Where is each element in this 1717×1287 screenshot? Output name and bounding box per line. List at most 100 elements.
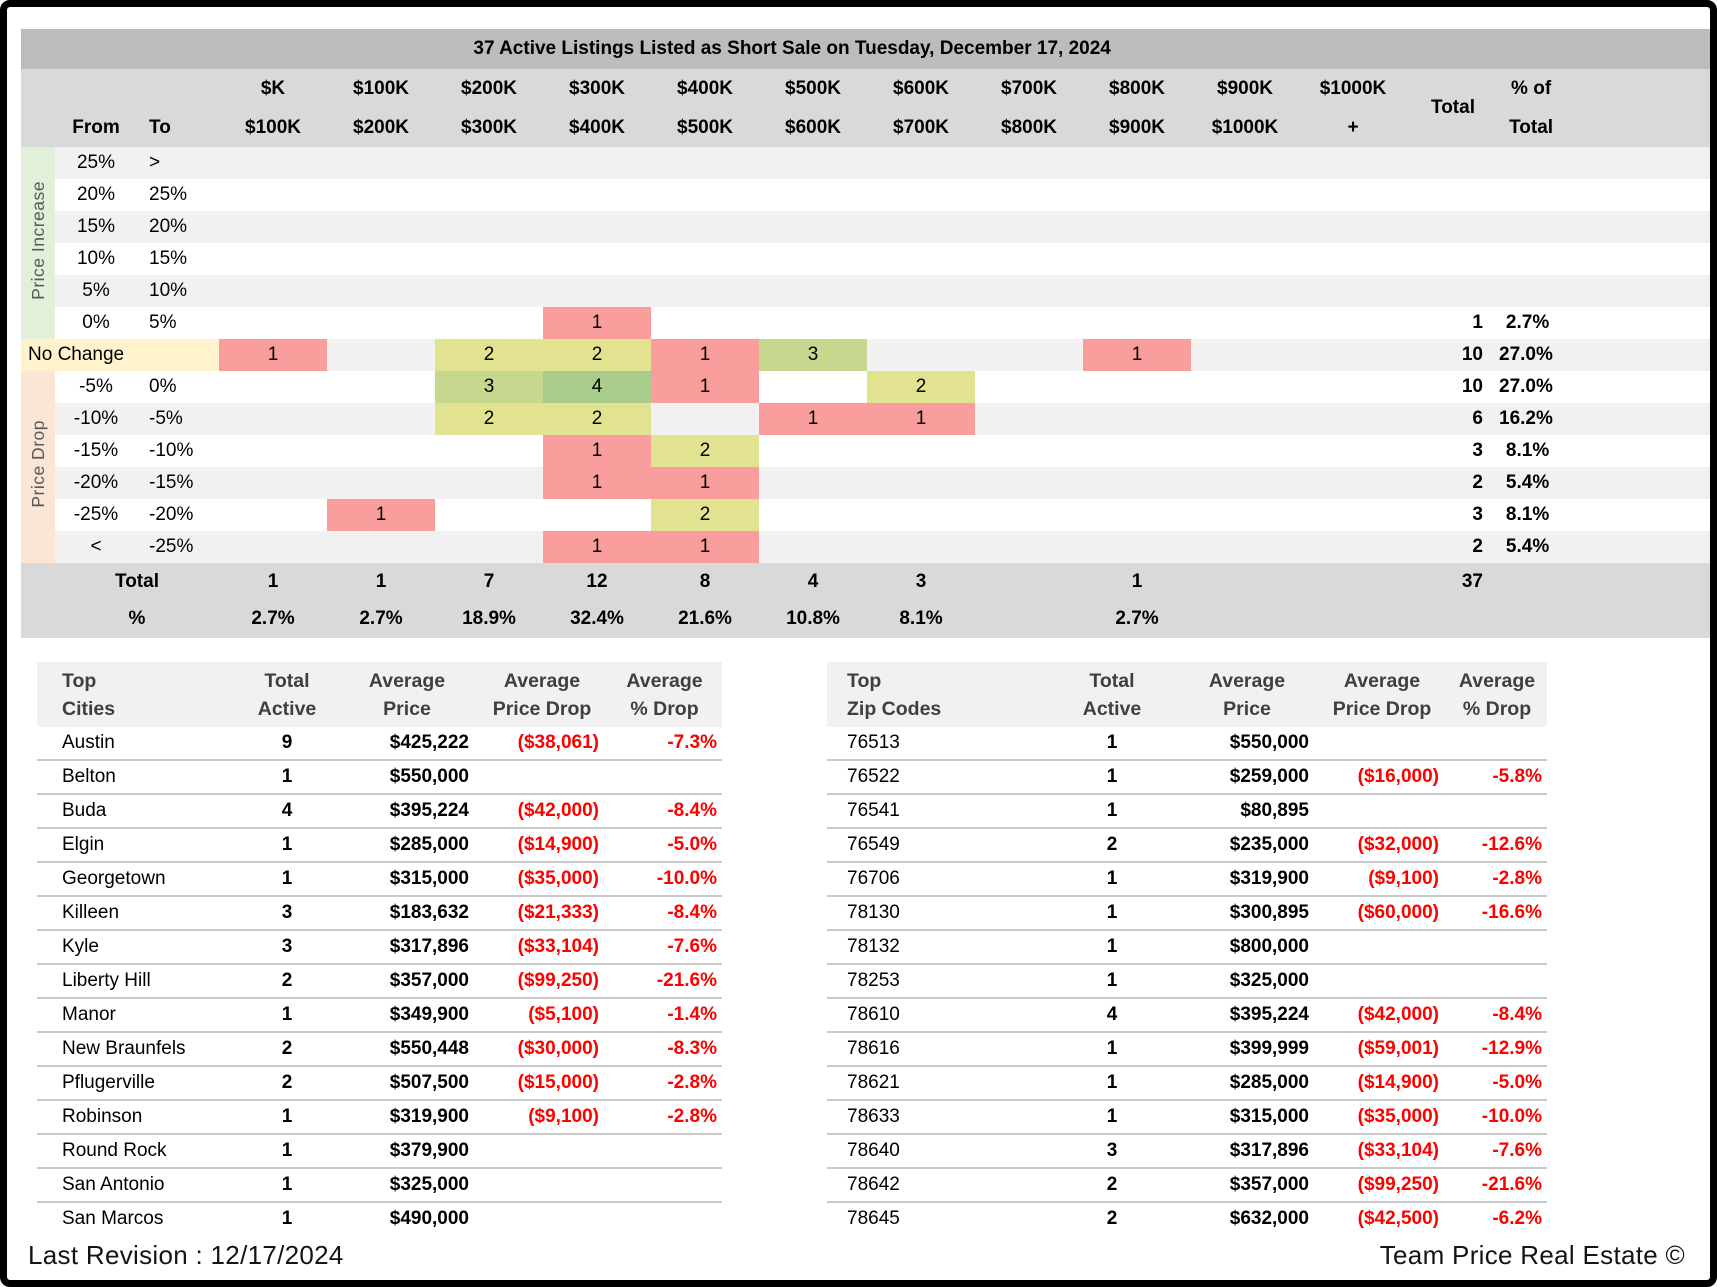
average-price: $550,448 [337, 1031, 477, 1066]
average-price-drop [1317, 963, 1447, 998]
zip-code: 78130 [827, 895, 1047, 930]
average-percent-drop: -1.4% [607, 997, 722, 1032]
total-active-count: 1 [237, 997, 337, 1032]
table-header-row: Top Zip Codes Total Active Average Price Avera… [827, 662, 1547, 727]
average-price-drop: ($42,500) [1317, 1201, 1447, 1235]
average-percent-drop: -5.8% [1447, 759, 1547, 794]
matrix-cell [1299, 307, 1407, 339]
matrix-cell [435, 275, 543, 307]
zip-code: 78610 [827, 997, 1047, 1032]
title-filler [1563, 29, 1710, 69]
matrix-cell [975, 211, 1083, 243]
grand-total: 37 [1407, 563, 1499, 600]
matrix-cell [1191, 531, 1299, 563]
matrix-cell [759, 371, 867, 403]
matrix-cell [219, 275, 327, 307]
matrix-cell [975, 467, 1083, 499]
total-active-count: 1 [237, 759, 337, 794]
matrix-pct-row: % 2.7% 2.7% 18.9% 32.4% 21.6% 10.8% 8.1% 2.7% [21, 600, 1710, 638]
matrix-row: Price Increase 25% > [21, 147, 1710, 339]
total-active-count: 1 [237, 1167, 337, 1202]
column-total: 1 [327, 563, 435, 600]
row-filler [1563, 467, 1710, 499]
city-name: Killeen [37, 895, 237, 930]
city-name: Manor [37, 997, 237, 1032]
matrix-cell: 2 [651, 435, 759, 467]
last-revision-text: Last Revision : 12/17/2024 [28, 1240, 344, 1270]
matrix-cell [759, 275, 867, 307]
row-to-label: -20% [149, 504, 194, 525]
average-percent-drop: -12.6% [1447, 827, 1547, 862]
price-range-header-to: $1000K [1191, 108, 1299, 147]
matrix-row: -25% -20% 1 2 3 8.1% [21, 499, 1710, 531]
matrix-cell [219, 371, 327, 403]
column-pct: 10.8% [759, 600, 867, 638]
row-total: 1 [1472, 312, 1483, 333]
average-percent-drop [1447, 963, 1547, 998]
price-range-header-to: $800K [975, 108, 1083, 147]
matrix-cell [867, 275, 975, 307]
matrix-cell [1083, 435, 1191, 467]
matrix-cell [651, 307, 759, 339]
total-active-count: 1 [1047, 1031, 1177, 1066]
row-total [1407, 243, 1499, 275]
table-row: 78645 2 $632,000 ($42,500) -6.2% [827, 1201, 1547, 1235]
average-price-drop: ($16,000) [1317, 759, 1447, 794]
average-price-drop: ($30,000) [477, 1031, 607, 1066]
total-row-filler [1563, 563, 1710, 600]
average-price-drop: ($5,100) [477, 997, 607, 1032]
row-filler [1563, 275, 1710, 307]
matrix-cell: 3 [759, 339, 867, 371]
matrix-cell [759, 243, 867, 275]
matrix-cell: 1 [543, 307, 651, 339]
matrix-cell: 1 [867, 403, 975, 435]
city-name: Kyle [37, 929, 237, 964]
column-total: 7 [435, 563, 543, 600]
matrix-cell [1191, 147, 1299, 179]
column-total: 1 [1083, 563, 1191, 600]
zip-code: 76522 [827, 759, 1047, 794]
column-header-average-percent-drop: Average % Drop [607, 662, 722, 727]
table-row: Georgetown 1 $315,000 ($35,000) -10.0% [37, 861, 722, 896]
average-percent-drop: -16.6% [1447, 895, 1547, 930]
total-active-count: 3 [1047, 1133, 1177, 1168]
total-active-count: 1 [237, 861, 337, 896]
row-from-label: 10% [76, 248, 116, 269]
matrix-cell [1299, 147, 1407, 179]
table-row: Pflugerville 2 $507,500 ($15,000) -2.8% [37, 1065, 722, 1100]
matrix-cell [867, 435, 975, 467]
price-drop-label-cell: Price Drop [21, 371, 55, 563]
column-pct: 21.6% [651, 600, 759, 638]
table-row: 76522 1 $259,000 ($16,000) -5.8% [827, 759, 1547, 794]
average-price: $395,224 [337, 793, 477, 828]
row-total: 10 [1461, 344, 1483, 365]
matrix-header-row-top: $K $100K $200K $300K $400K $500K $600K $700K $80… [21, 69, 1710, 147]
matrix-cell [975, 339, 1083, 371]
matrix-row: Price Drop -5% 0% 3 4 1 2 10 27.0% [21, 371, 1710, 563]
average-price-drop: ($38,061) [517, 732, 599, 753]
average-price-drop [477, 1167, 607, 1202]
matrix-cell [1083, 147, 1191, 179]
city-name: San Marcos [37, 1201, 237, 1235]
row-total: 2 [1472, 536, 1483, 557]
average-percent-drop: -7.6% [1447, 1133, 1547, 1168]
average-price: $285,000 [1177, 1065, 1317, 1100]
matrix-cell [543, 243, 651, 275]
city-name: Elgin [37, 827, 237, 862]
matrix-cell [327, 435, 435, 467]
total-active-count: 9 [281, 732, 293, 753]
zip-code: 78132 [827, 929, 1047, 964]
pct-column-header-line1: % of [1499, 69, 1564, 108]
price-range-header-from: $200K [435, 69, 543, 108]
average-price: $379,900 [337, 1133, 477, 1168]
matrix-cell [327, 275, 435, 307]
matrix-header-row-bottom: From To $100K $200K $300K $400K $500K $600K $700… [21, 108, 1710, 147]
price-range-header-to: $600K [759, 108, 867, 147]
page-title: 37 Active Listings Listed as Short Sale … [21, 29, 1564, 69]
row-to-label: 10% [149, 280, 188, 301]
total-active-count: 1 [1047, 759, 1177, 794]
column-total [1191, 563, 1299, 600]
average-price-drop [1317, 727, 1447, 760]
matrix-cell [435, 307, 543, 339]
row-to-label: > [149, 152, 161, 173]
